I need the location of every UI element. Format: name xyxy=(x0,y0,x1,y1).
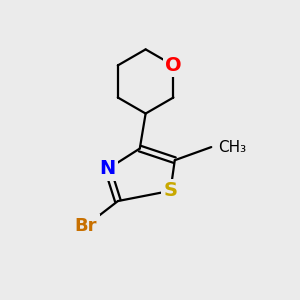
Text: N: N xyxy=(100,160,116,178)
Text: Br: Br xyxy=(75,217,97,235)
Text: CH₃: CH₃ xyxy=(218,140,246,154)
Text: O: O xyxy=(165,56,182,75)
Text: S: S xyxy=(164,181,177,200)
